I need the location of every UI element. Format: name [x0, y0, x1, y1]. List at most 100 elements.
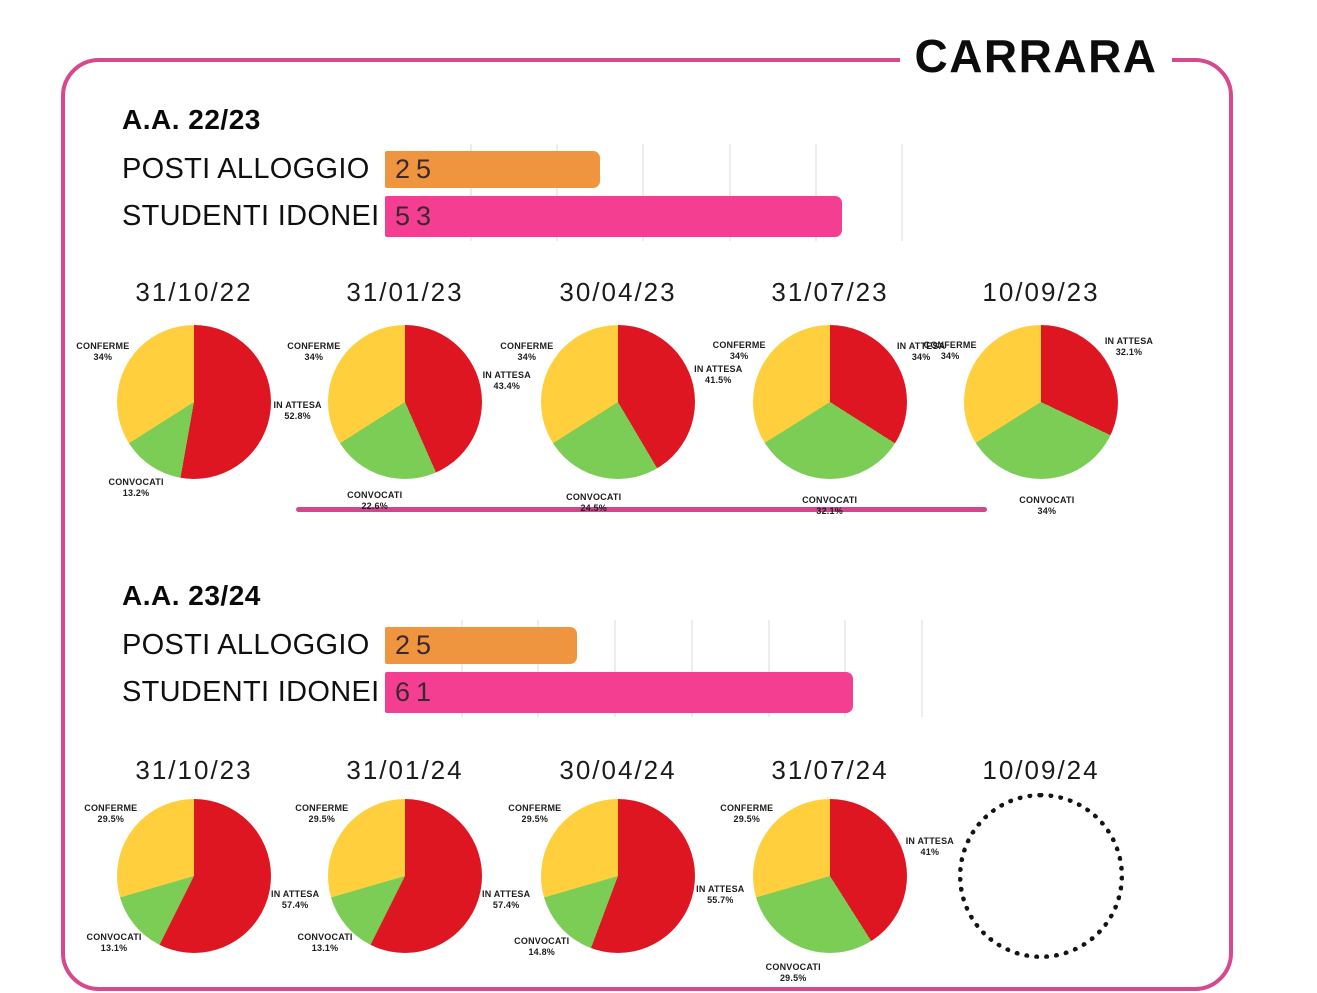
gridline — [728, 144, 731, 241]
pie-slice-name: CONFERME — [508, 802, 562, 813]
pie-slice-label: CONFERME 29.5% — [295, 803, 348, 825]
pie-slice-label: CONVOCATI 29.5% — [766, 962, 821, 984]
pie-slice-percent: 41.5% — [705, 374, 732, 385]
pie-slice-label: CONFERME 29.5% — [720, 803, 773, 825]
pie-slice-name: CONFERME — [84, 802, 138, 813]
pie-slice-percent: 34% — [940, 351, 960, 362]
pie-slice-name: CONFERME — [295, 802, 349, 813]
pie-slice-name: CONVOCATI — [297, 931, 353, 942]
pie-slice-percent: 34% — [911, 351, 931, 362]
pie-slice-name: CONFERME — [76, 340, 130, 351]
gridline — [900, 144, 903, 241]
pie-slice-percent: 29.5% — [308, 813, 336, 824]
pie-slice-label: CONVOCATI 34% — [1019, 495, 1074, 517]
pie-slice-label: CONVOCATI 14.8% — [514, 936, 569, 958]
pie-slice-percent: 13.1% — [100, 942, 128, 953]
pie-date: 31/10/22 — [135, 277, 253, 307]
pie-slice-label: IN ATTESA 32.1% — [1105, 336, 1153, 358]
pie-slice-name: CONFERME — [500, 340, 554, 351]
bar-value: 25 — [395, 630, 438, 660]
pie-slice-label: CONVOCATI 22.6% — [347, 490, 402, 512]
pie-slice-label: CONVOCATI 13.1% — [297, 932, 352, 954]
pie-slice-percent: 29.5% — [521, 813, 549, 824]
pie-slice-percent: 22.6% — [361, 501, 388, 512]
bar-label: STUDENTI IDONEI — [122, 676, 380, 708]
pie-slice-name: IN ATTESA — [696, 883, 745, 894]
pie-chart — [541, 325, 695, 479]
pie-slice-label: CONVOCATI 32.1% — [802, 495, 857, 517]
pie-chart — [328, 799, 482, 953]
pie-slice-label: IN ATTESA 34% — [897, 341, 945, 363]
pie-slice-label: CONFERME 34% — [287, 341, 340, 363]
section-heading: A.A. 23/24 — [122, 580, 261, 611]
pie-slice-percent: 14.8% — [528, 946, 555, 957]
bar-label: POSTI ALLOGGIO — [122, 629, 370, 661]
gridline — [537, 620, 540, 717]
bar-value: 61 — [395, 677, 438, 707]
bar-gridlines — [385, 620, 945, 717]
pie-slice-name: CONVOCATI — [765, 962, 821, 973]
pie-slice-percent: 34% — [517, 351, 537, 362]
pie-date: 31/10/23 — [135, 755, 253, 785]
bar: 25 — [385, 627, 577, 664]
pie-slice-name: IN ATTESA — [694, 363, 743, 374]
pie-slice-name: CONVOCATI — [1019, 494, 1075, 505]
pie-chart — [753, 325, 907, 479]
pie-slice-name: CONVOCATI — [802, 494, 858, 505]
pie-slice-percent: 24.5% — [580, 503, 607, 514]
pie-slice-percent: 41% — [920, 846, 940, 857]
gridline — [614, 620, 617, 717]
pie-slice-name: CONFERME — [720, 802, 774, 813]
pie-slice-label: CONFERME 34% — [76, 341, 129, 363]
bar: 61 — [385, 672, 853, 713]
pie-slice-percent: 52.8% — [284, 411, 311, 422]
pie-chart — [117, 799, 271, 953]
bar-value: 53 — [395, 201, 438, 231]
gridline — [814, 144, 817, 241]
pie-slice-name: CONFERME — [712, 340, 766, 351]
pie-chart — [964, 325, 1118, 479]
gridline — [767, 620, 770, 717]
pie-slice-percent: 13.2% — [122, 488, 150, 499]
pie-slice-label: CONFERME 34% — [500, 341, 553, 363]
pie-slice-label: IN ATTESA 41% — [906, 836, 954, 858]
pie-slice-label: IN ATTESA 52.8% — [273, 400, 321, 422]
pie-slice-name: IN ATTESA — [271, 888, 320, 899]
pie-slice-name: CONVOCATI — [566, 492, 622, 503]
bar-gridlines — [385, 144, 945, 241]
gridline — [460, 620, 463, 717]
gridline — [556, 144, 559, 241]
pie-slice-percent: 32.1% — [1115, 346, 1143, 357]
pie-slice-name: IN ATTESA — [1104, 335, 1154, 346]
pie-slice-percent: 13.1% — [311, 942, 339, 953]
pie-slice-percent: 32.1% — [816, 505, 843, 516]
pie-slice-percent: 29.5% — [733, 813, 761, 824]
bar: 25 — [385, 151, 601, 188]
pie-slice-label: CONFERME 29.5% — [84, 803, 137, 825]
pie-slice-name: CONFERME — [923, 340, 977, 351]
pie-slice-name: IN ATTESA — [482, 369, 531, 380]
section-heading: A.A. 22/23 — [122, 104, 261, 135]
bar-label: POSTI ALLOGGIO — [122, 153, 370, 185]
pie-date: 10/09/24 — [982, 755, 1100, 785]
bar-label: STUDENTI IDONEI — [122, 200, 380, 232]
bar-value: 25 — [395, 154, 438, 184]
pie-slice-name: CONVOCATI — [86, 931, 142, 942]
pie-slice-label: CONFERME 29.5% — [508, 803, 561, 825]
pie-slice-percent: 34% — [304, 351, 324, 362]
pie-slice-percent: 43.4% — [493, 380, 521, 391]
pie-chart — [541, 799, 695, 953]
pie-slice-name: IN ATTESA — [273, 400, 322, 411]
pie-slice-label: IN ATTESA 55.7% — [696, 884, 744, 906]
pie-slice-percent: 29.5% — [779, 973, 807, 984]
pie-date: 31/01/24 — [346, 755, 464, 785]
bar: 53 — [385, 196, 842, 237]
report-frame — [61, 58, 1233, 991]
pie-slice-percent: 34% — [93, 351, 113, 362]
pie-chart — [117, 325, 271, 479]
pie-slice-name: IN ATTESA — [896, 340, 946, 351]
pie-date: 10/09/23 — [982, 277, 1100, 307]
